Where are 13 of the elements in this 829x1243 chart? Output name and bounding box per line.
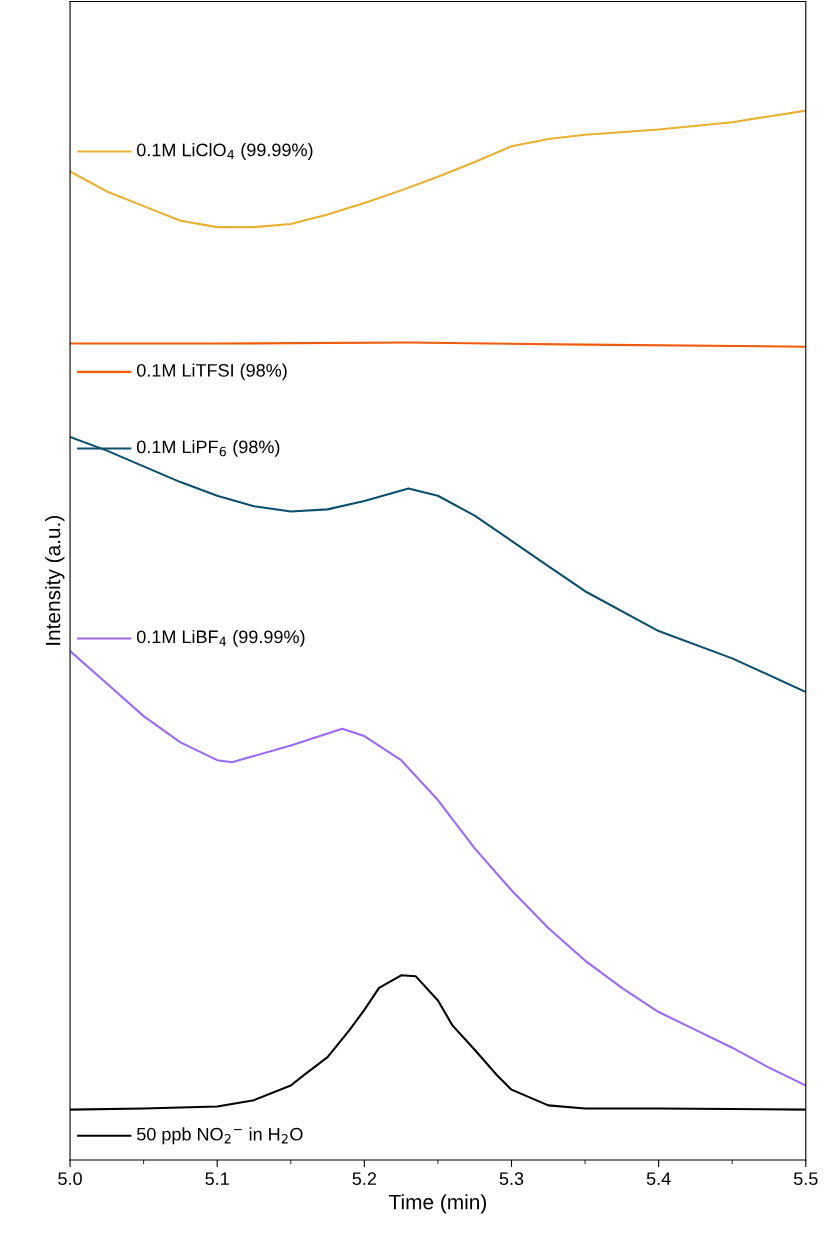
y-axis-title: Intensity (a.u.) bbox=[45, 516, 65, 645]
x-tick-label: 5.3 bbox=[499, 1172, 524, 1186]
legend-label: 0.1M LiPF$_{6}$ (98%) bbox=[136, 440, 280, 457]
legend-label: 0.1M LiTFSI (98%) bbox=[136, 363, 287, 381]
x-tick-label: 5.4 bbox=[646, 1172, 671, 1186]
legend-label: 0.1M LiClO$_{4}$ (99.99%) bbox=[136, 143, 313, 160]
x-axis-title: Time (min) bbox=[389, 1194, 486, 1214]
x-tick-label: 5.1 bbox=[205, 1172, 229, 1186]
legend-label: 50 ppb NO$_{2}$$^{−}$ in H$_{2}$O bbox=[136, 1127, 303, 1145]
x-tick-label: 5.5 bbox=[793, 1172, 818, 1186]
legend-label: 0.1M LiBF$_{4}$ (99.99%) bbox=[136, 629, 305, 647]
x-tick-label: 5.0 bbox=[58, 1172, 82, 1186]
x-tick-label: 5.2 bbox=[352, 1172, 376, 1186]
